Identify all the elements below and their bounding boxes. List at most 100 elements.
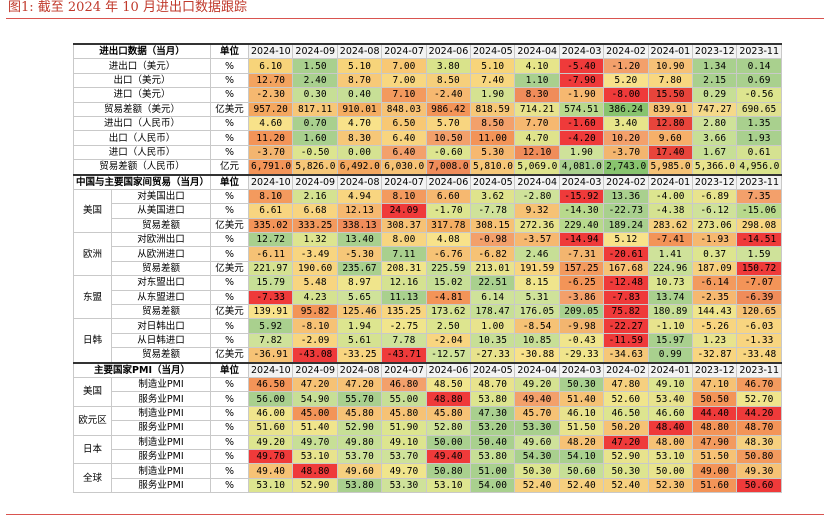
month-header: 2023-12 [691,174,738,190]
data-cell: 714.21 [514,101,560,117]
data-cell: 50.30 [514,463,560,479]
data-cell: -4.00 [647,188,693,205]
group-label: 日韩 [73,318,112,364]
row-label: 服务业PMI [110,420,212,436]
data-cell: -33.25 [336,347,383,364]
data-cell: 5.65 [336,289,383,306]
data-cell: 4.08 [425,232,471,248]
data-cell: 51.40 [558,391,605,407]
data-cell: 54.90 [292,391,338,407]
unit-header: 单位 [210,43,250,60]
data-cell: 229.40 [558,217,605,234]
unit-header: 单位 [210,174,250,190]
row-unit: % [210,232,250,248]
data-cell: 53.30 [381,477,427,494]
data-cell: -34.63 [603,347,649,364]
data-cell: 15.97 [647,332,693,349]
data-cell: -20.61 [603,246,649,262]
data-cell: 839.91 [647,101,693,117]
group-label: 欧元区 [73,405,112,436]
month-header: 2024-05 [469,362,516,378]
data-cell: 4.60 [248,115,294,132]
data-cell: 1.10 [514,72,560,89]
table-row: 日本 制造业PMI% 49.20 49.70 49.80 49.10 50.00 50.40 4… [73,434,782,465]
table-row: 欧元区 制造业PMI% 46.00 45.00 45.80 45.80 45.80 47.30… [73,405,782,436]
data-cell: 56.00 [248,391,294,407]
data-cell: 50.80 [736,448,782,465]
data-cell: 6.14 [469,289,516,306]
data-cell: 7.78 [381,332,427,349]
row-label: 贸易差额（人民币） [72,159,212,176]
data-cell: 52.90 [292,477,338,494]
data-cell: 5,985.0 [647,159,693,176]
data-cell: 8.97 [336,275,383,291]
data-cell: -3.70 [603,144,649,161]
data-cell: -6.39 [736,289,782,306]
data-cell: 208.31 [381,260,427,277]
table-row: 贸易差额 亿美元 221.97 190.60 235.67 208.31 225.59 213… [74,260,782,277]
data-cell: -5.26 [691,318,738,334]
table-row: 服务业PMI% 53.10 52.90 53.80 53.30 53.10 54.00 52.… [74,477,782,494]
data-cell: 47.20 [603,434,649,450]
data-cell: 46.80 [381,376,427,393]
data-cell: 54.10 [558,448,605,465]
data-cell: 5,366.0 [691,159,738,176]
data-cell: 176.05 [514,304,560,320]
data-cell: 49.00 [691,463,738,479]
data-cell: 187.09 [691,260,738,277]
row-unit: 亿美元 [210,101,250,117]
data-cell: -22.27 [603,318,649,334]
data-cell: 53.40 [647,391,693,407]
data-cell: 8.00 [381,232,427,248]
data-cell: 0.30 [292,87,338,103]
data-cell: 51.50 [691,448,738,465]
row-unit: % [210,188,250,205]
data-cell: -36.91 [248,347,294,364]
row-label: 贸易差额 [110,304,212,320]
row-unit: % [210,463,250,479]
table-row: 贸易差额 亿美元 -36.91 -43.08 -33.25 -43.71 -12.57 -27… [74,347,782,364]
data-cell: 221.97 [248,260,294,277]
data-cell: 7.10 [381,87,427,103]
data-cell: 12.80 [647,115,693,132]
month-header: 2024-07 [381,174,427,190]
row-unit: 亿美元 [210,304,250,320]
data-cell: 52.70 [736,391,782,407]
data-cell: 10.73 [647,275,693,291]
row-label: 服务业PMI [110,477,212,494]
data-cell: 10.90 [647,58,693,74]
row-label: 进出口（美元） [72,58,212,74]
group-label: 全球 [73,463,112,494]
data-cell: -6.25 [558,275,605,291]
data-cell: 15.02 [425,275,471,291]
data-cell: 46.70 [736,376,782,393]
data-cell: 49.30 [736,463,782,479]
month-header: 2024-04 [514,43,560,60]
data-cell: 848.03 [381,101,427,117]
data-cell: 55.00 [381,391,427,407]
data-cell: 8.30 [514,87,560,103]
data-cell: 3.62 [469,188,516,205]
month-header: 2024-10 [248,174,294,190]
month-header: 2024-01 [647,43,693,60]
data-cell: 1.60 [292,130,338,146]
data-cell: 1.23 [691,332,738,349]
data-cell: 45.80 [336,405,383,422]
data-cell: 47.80 [603,376,649,393]
data-cell: 0.61 [736,144,782,161]
data-cell: 49.60 [514,434,560,450]
month-header: 2024-08 [336,362,383,378]
data-cell: 5,810.0 [469,159,516,176]
row-label: 进口（人民币） [72,144,212,161]
data-cell: 52.60 [603,391,649,407]
data-cell: 0.99 [647,347,693,364]
row-unit: % [210,87,250,103]
data-cell: 45.80 [425,405,471,422]
data-cell: 50.30 [603,463,649,479]
data-cell: 46.50 [603,405,649,422]
data-cell: 51.40 [292,420,338,436]
data-cell: 45.00 [292,405,338,422]
data-cell: 224.96 [647,260,693,277]
month-header: 2023-11 [736,174,782,190]
bottom-divider [6,514,824,515]
